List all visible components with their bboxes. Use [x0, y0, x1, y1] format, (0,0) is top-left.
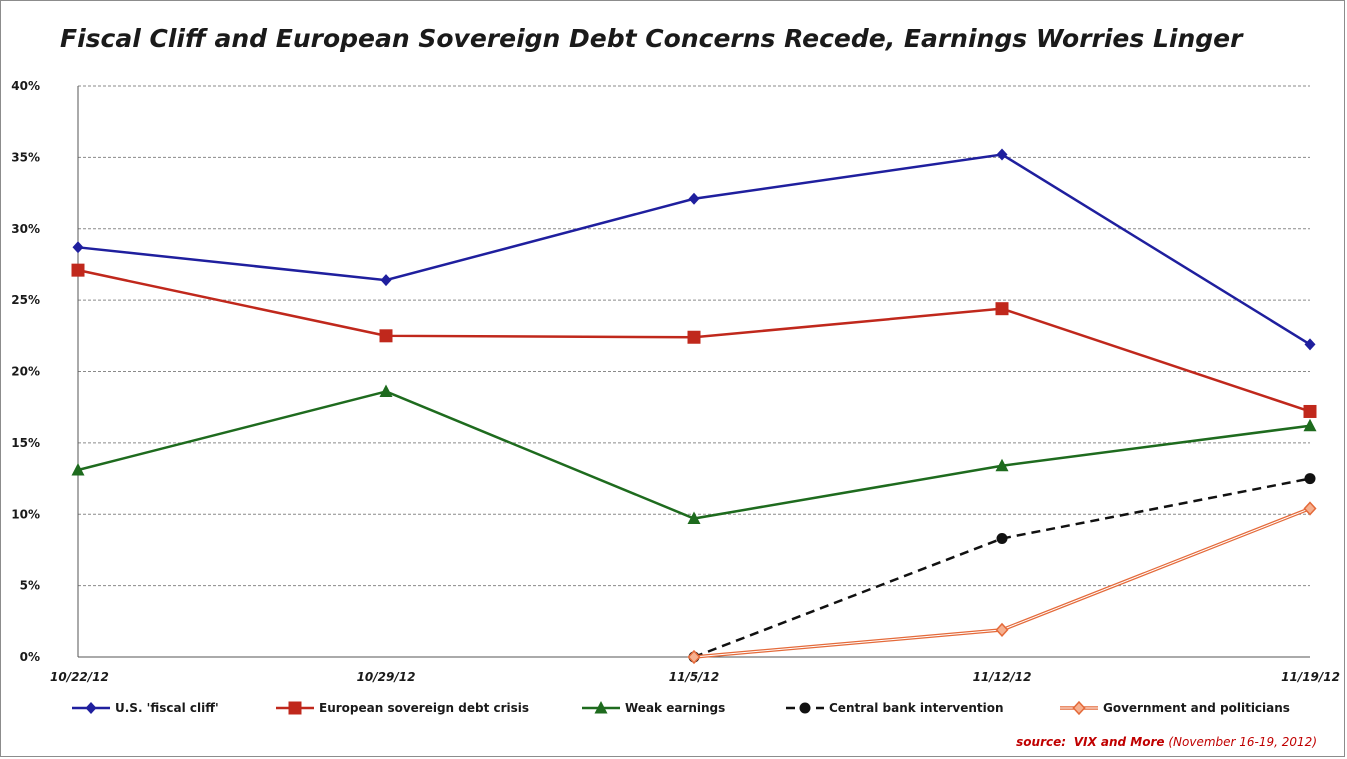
data-point	[1303, 501, 1317, 516]
x-tick-label: 11/5/12	[669, 670, 720, 684]
legend: U.S. 'fiscal cliff' European sovereign de…	[72, 700, 1290, 716]
y-tick-label: 40%	[11, 79, 40, 93]
source-note: source: VIX and More (November 16-19, 20…	[1016, 735, 1317, 749]
legend-item: U.S. 'fiscal cliff'	[72, 701, 219, 715]
legend-item: European sovereign debt crisis	[276, 701, 529, 715]
x-tick-label: 10/29/12	[357, 670, 416, 684]
series-0	[72, 148, 1316, 351]
y-tick-labels: 0% 5% 10% 15% 20% 25% 30% 35% 40%	[11, 79, 40, 664]
y-tick-label: 5%	[20, 579, 40, 593]
legend-label: Weak earnings	[625, 701, 725, 715]
y-tick-label: 30%	[11, 222, 40, 236]
data-point	[995, 302, 1009, 316]
y-tick-label: 0%	[20, 650, 40, 664]
series-line	[77, 153, 1311, 346]
legend-item: Weak earnings	[582, 701, 725, 715]
legend-item: Central bank intervention	[786, 701, 1004, 715]
series-line	[77, 390, 1311, 520]
legend-swatch-marker	[85, 702, 97, 714]
legend-swatch-marker	[799, 702, 811, 714]
data-point	[71, 462, 85, 476]
data-point	[1303, 404, 1317, 418]
data-point	[995, 622, 1009, 637]
y-tick-label: 35%	[11, 150, 40, 164]
data-point	[71, 263, 85, 277]
data-point	[72, 241, 84, 254]
legend-swatch-marker	[1072, 700, 1086, 716]
data-point	[1303, 418, 1317, 432]
series-4	[687, 501, 1317, 665]
data-point	[996, 533, 1008, 545]
data-point	[687, 330, 701, 344]
series-2	[71, 384, 1317, 525]
gridlines	[78, 85, 1310, 587]
source-name: VIX and More	[1073, 735, 1165, 749]
legend-label: U.S. 'fiscal cliff'	[115, 701, 219, 715]
x-tick-labels: 10/22/12 10/29/12 11/5/12 11/12/12 11/19/12	[50, 670, 1340, 684]
legend-swatch-marker	[288, 701, 302, 715]
y-tick-label: 10%	[11, 507, 40, 521]
series-group	[71, 148, 1317, 665]
legend-label: Government and politicians	[1103, 701, 1290, 715]
data-point	[1304, 338, 1316, 351]
data-point	[996, 148, 1008, 161]
data-point	[687, 649, 701, 665]
series-1	[71, 263, 1317, 418]
data-point	[379, 384, 393, 397]
data-point	[379, 329, 393, 343]
source-label: source:	[1016, 735, 1067, 749]
legend-label: Central bank intervention	[829, 701, 1004, 715]
x-tick-label: 11/12/12	[973, 670, 1032, 684]
y-tick-label: 15%	[11, 436, 40, 450]
x-tick-label: 10/22/12	[50, 670, 109, 684]
x-tick-label: 11/19/12	[1281, 670, 1340, 684]
legend-item: Government and politicians	[1060, 700, 1290, 716]
data-point	[687, 511, 701, 525]
data-point	[688, 192, 700, 205]
legend-label: European sovereign debt crisis	[319, 701, 529, 715]
y-tick-label: 25%	[11, 293, 40, 307]
source-date: (November 16-19, 2012)	[1168, 735, 1317, 749]
legend-swatch-marker	[594, 701, 608, 714]
chart-title: Fiscal Cliff and European Sovereign Debt…	[60, 24, 1243, 53]
y-tick-label: 20%	[11, 365, 40, 379]
data-point	[380, 274, 392, 287]
data-point	[995, 458, 1009, 472]
data-point	[1304, 473, 1316, 485]
